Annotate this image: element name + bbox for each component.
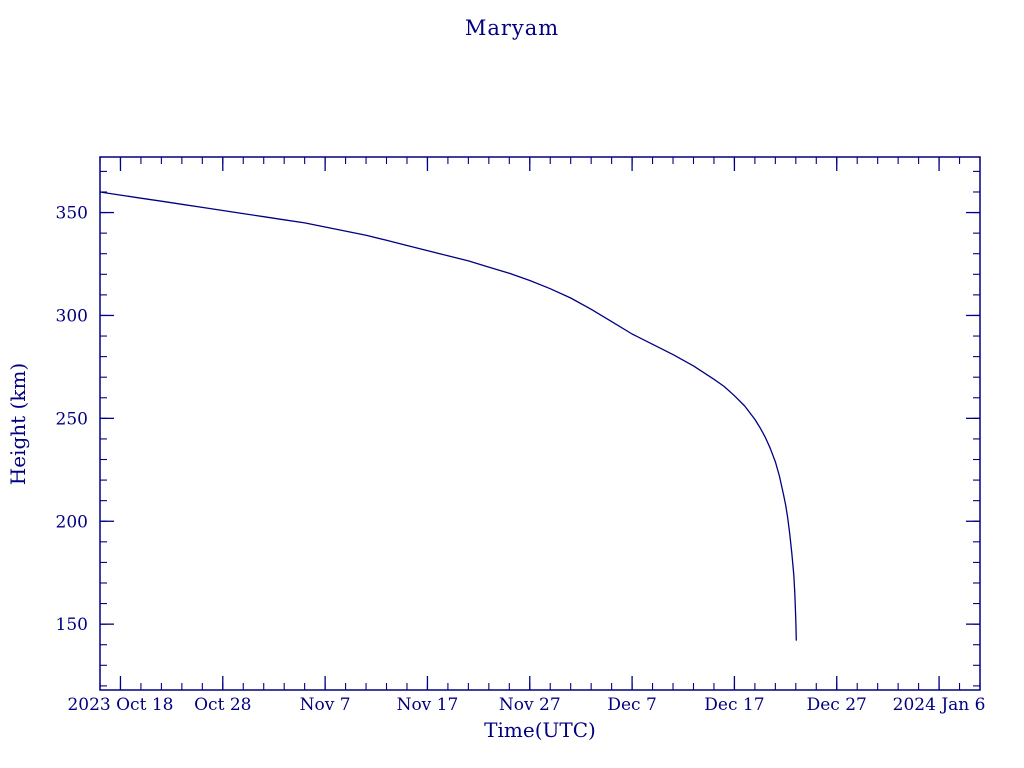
x-axis-label: Time(UTC) [484, 718, 596, 742]
x-tick-label: Nov 7 [300, 695, 351, 715]
x-tick-label: Oct 28 [194, 695, 251, 715]
x-tick-label: Dec 17 [704, 695, 764, 715]
x-tick-label: 2023 Oct 18 [67, 695, 173, 715]
y-axis-label: Height (km) [6, 362, 30, 486]
x-tick-label: Nov 17 [397, 695, 459, 715]
chart-title: Maryam [464, 16, 560, 40]
y-tick-label: 200 [56, 512, 88, 532]
x-tick-label: Dec 7 [607, 695, 656, 715]
x-tick-label: 2024 Jan 6 [893, 695, 986, 715]
y-tick-label: 300 [56, 306, 88, 326]
y-tick-label: 350 [56, 204, 88, 224]
x-tick-label: Nov 27 [499, 695, 561, 715]
x-tick-label: Dec 27 [807, 695, 867, 715]
plot-box [99, 156, 981, 691]
y-tick-label: 250 [56, 409, 88, 429]
y-tick-label: 150 [56, 615, 88, 635]
decay-curve [99, 191, 797, 641]
